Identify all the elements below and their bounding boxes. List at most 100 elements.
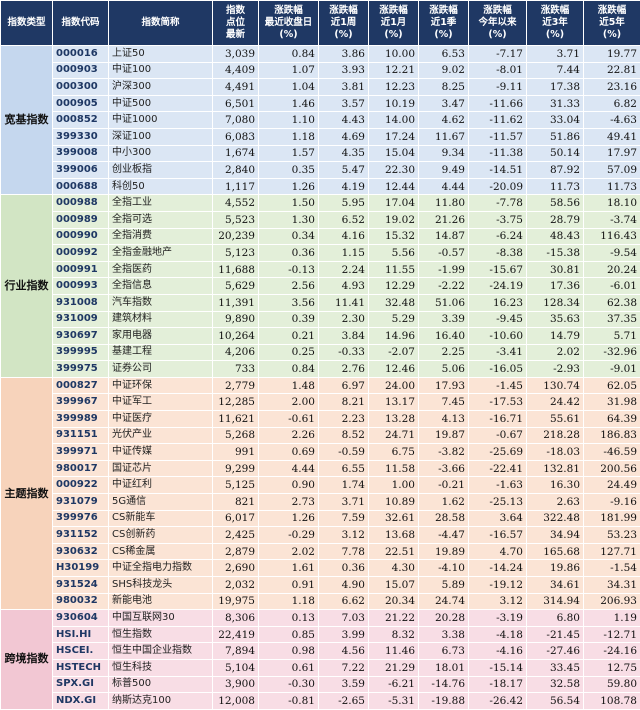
value-cell: 0.39 [259, 311, 319, 328]
value-cell: 3.38 [419, 626, 469, 643]
index-code-cell: 399975 [53, 361, 109, 378]
column-header-line: (%) [603, 29, 621, 40]
index-code-cell: 000905 [53, 95, 109, 112]
value-cell: 64.39 [584, 411, 640, 428]
value-cell: 22.81 [584, 62, 640, 79]
value-cell: 5.06 [419, 361, 469, 378]
value-cell: 1.04 [259, 79, 319, 96]
value-cell: 16.23 [469, 294, 527, 311]
value-cell: 2,032 [213, 577, 259, 594]
value-cell: 15.04 [369, 145, 419, 162]
value-cell: 33.04 [527, 112, 584, 129]
index-code-cell: 000922 [53, 477, 109, 494]
value-cell: 19.77 [584, 46, 640, 63]
index-name-cell: 全指工业 [109, 195, 213, 212]
value-cell: 50.14 [527, 145, 584, 162]
index-code-cell: 000990 [53, 228, 109, 245]
value-cell: 32.61 [369, 510, 419, 527]
value-cell: -9.11 [469, 79, 527, 96]
index-name-cell: 中证环保 [109, 377, 213, 394]
index-code-cell: 931009 [53, 311, 109, 328]
value-cell: 11.73 [527, 178, 584, 195]
column-header: 指数代码 [53, 1, 109, 46]
value-cell: 21.22 [369, 610, 419, 627]
value-cell: 5.29 [369, 311, 419, 328]
value-cell: -6.24 [469, 228, 527, 245]
index-name-cell: SHS科技龙头 [109, 577, 213, 594]
value-cell: 0.90 [259, 477, 319, 494]
value-cell: 19,975 [213, 593, 259, 610]
column-header-line: 近5年 [599, 17, 625, 28]
value-cell: 11.67 [419, 128, 469, 145]
value-cell: -14.51 [469, 162, 527, 179]
index-name-cell: 恒生中国企业指数 [109, 643, 213, 660]
value-cell: 18.01 [419, 659, 469, 676]
value-cell: 0.35 [259, 162, 319, 179]
value-cell: -9.16 [584, 494, 640, 511]
value-cell: 6,083 [213, 128, 259, 145]
value-cell: 8.21 [319, 394, 369, 411]
value-cell: -18.17 [469, 676, 527, 693]
value-cell: 51.06 [419, 294, 469, 311]
value-cell: 181.99 [584, 510, 640, 527]
value-cell: 4.35 [319, 145, 369, 162]
column-header: 涨跌幅今年以来(%) [469, 1, 527, 46]
value-cell: -14.24 [469, 560, 527, 577]
value-cell: 31.98 [584, 394, 640, 411]
value-cell: 3.59 [319, 676, 369, 693]
value-cell: -10.60 [469, 328, 527, 345]
category-cell: 主题指数 [1, 377, 53, 609]
value-cell: -16.57 [469, 527, 527, 544]
value-cell: -32.96 [584, 344, 640, 361]
value-cell: -11.57 [469, 128, 527, 145]
value-cell: 0.69 [259, 444, 319, 461]
value-cell: 7.59 [319, 510, 369, 527]
value-cell: 19.87 [419, 427, 469, 444]
value-cell: 1.62 [419, 494, 469, 511]
value-cell: 6.80 [527, 610, 584, 627]
value-cell: -11.62 [469, 112, 527, 129]
value-cell: 1.46 [259, 95, 319, 112]
value-cell: 4.19 [319, 178, 369, 195]
value-cell: 0.36 [319, 560, 369, 577]
value-cell: -2.22 [419, 278, 469, 295]
value-cell: 57.09 [584, 162, 640, 179]
value-cell: 11.58 [369, 460, 419, 477]
index-name-cell: 中证500 [109, 95, 213, 112]
value-cell: 0.21 [259, 328, 319, 345]
value-cell: 12.75 [584, 659, 640, 676]
value-cell: 16.40 [419, 328, 469, 345]
value-cell: 1.18 [259, 593, 319, 610]
value-cell: 218.28 [527, 427, 584, 444]
value-cell: 2.02 [259, 543, 319, 560]
value-cell: -26.42 [469, 693, 527, 710]
value-cell: 11,621 [213, 411, 259, 428]
value-cell: 4.70 [469, 543, 527, 560]
column-header: 涨跌幅近3年(%) [527, 1, 584, 46]
value-cell: -2.07 [369, 344, 419, 361]
value-cell: -12.71 [584, 626, 640, 643]
value-cell: 6.55 [319, 460, 369, 477]
column-header-line: 涨跌幅 [541, 5, 570, 16]
index-name-cell: 中国互联网30 [109, 610, 213, 627]
column-header-line: 涨跌幅 [429, 5, 458, 16]
value-cell: 4.62 [419, 112, 469, 129]
index-code-cell: 399971 [53, 444, 109, 461]
value-cell: 24.71 [369, 427, 419, 444]
value-cell: 17.24 [369, 128, 419, 145]
value-cell: 48.43 [527, 228, 584, 245]
value-cell: 31.33 [527, 95, 584, 112]
value-cell: 5.56 [369, 245, 419, 262]
value-cell: -17.53 [469, 394, 527, 411]
value-cell: 5,523 [213, 211, 259, 228]
index-name-cell: 恒生科技 [109, 659, 213, 676]
